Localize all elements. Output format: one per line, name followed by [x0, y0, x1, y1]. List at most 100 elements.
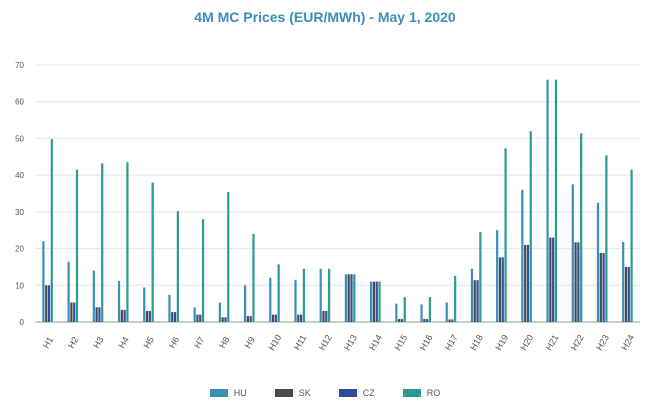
bar-sk-h23 — [599, 252, 602, 322]
x-tick-label: H11 — [292, 333, 309, 352]
legend-item-hu[interactable]: HU — [209, 388, 247, 398]
legend-label: SK — [298, 388, 311, 398]
bar-hu-h23 — [596, 202, 600, 322]
x-tick-label: H9 — [242, 335, 256, 350]
bar-sk-h17 — [448, 319, 451, 322]
bar-ro-h6 — [176, 211, 179, 322]
bar-sk-h18 — [473, 280, 476, 322]
legend-swatch — [209, 389, 228, 397]
bar-cz-h24 — [627, 266, 630, 322]
bar-hu-h18 — [470, 268, 474, 322]
x-tick-label: H8 — [217, 335, 231, 350]
bar-cz-h1 — [47, 285, 51, 322]
bar-cz-h14 — [375, 281, 378, 322]
bar-sk-h3 — [95, 307, 98, 322]
x-tick-label: H7 — [192, 335, 206, 350]
x-tick-label: H22 — [569, 333, 586, 352]
bar-hu-h11 — [294, 279, 297, 322]
legend-swatch — [338, 389, 357, 397]
bar-hu-h4 — [117, 280, 121, 322]
legend-item-ro[interactable]: RO — [402, 388, 440, 398]
bar-ro-h4 — [126, 162, 129, 322]
bar-cz-h13 — [350, 274, 353, 322]
bar-cz-h18 — [476, 280, 479, 322]
bar-hu-h3 — [92, 270, 95, 322]
bar-hu-h22 — [571, 184, 574, 322]
bar-sk-h12 — [322, 310, 325, 322]
bar-hu-h5 — [143, 287, 146, 322]
x-tick-label: H13 — [342, 333, 359, 352]
bar-sk-h8 — [221, 317, 224, 322]
x-tick-label: H14 — [367, 333, 384, 352]
bar-sk-h22 — [574, 242, 577, 322]
bar-ro-h19 — [504, 148, 507, 322]
bar-ro-h22 — [580, 133, 583, 322]
bar-sk-h19 — [498, 257, 502, 322]
legend-item-cz[interactable]: CZ — [338, 388, 375, 398]
x-tick-label: H1 — [41, 335, 55, 350]
bar-cz-h19 — [501, 257, 504, 322]
bar-ro-h14 — [378, 281, 381, 322]
bar-hu-h6 — [168, 294, 171, 322]
bar-cz-h21 — [552, 237, 555, 322]
bar-cz-h15 — [400, 319, 404, 322]
bar-ro-h23 — [605, 155, 608, 322]
bar-cz-h4 — [123, 309, 126, 322]
bar-cz-h12 — [325, 310, 328, 322]
bar-sk-h14 — [372, 281, 376, 322]
bar-cz-h6 — [173, 312, 177, 322]
x-tick-label: H5 — [142, 335, 156, 350]
bar-sk-h4 — [120, 309, 123, 322]
bar-sk-h16 — [423, 319, 426, 322]
bar-ro-h9 — [252, 233, 255, 322]
bar-ro-h11 — [302, 268, 305, 322]
bar-hu-h24 — [622, 241, 625, 322]
bar-ro-h24 — [630, 169, 633, 322]
x-tick-label: H24 — [619, 333, 636, 352]
bar-hu-h20 — [521, 189, 524, 322]
bar-ro-h15 — [403, 297, 406, 322]
bar-ro-h2 — [75, 169, 79, 322]
bar-hu-h19 — [496, 230, 499, 322]
x-tick-label: H21 — [544, 333, 561, 352]
bar-hu-h13 — [344, 274, 347, 322]
bar-ro-h5 — [151, 182, 154, 322]
x-tick-label: H3 — [91, 335, 105, 350]
x-tick-label: H23 — [594, 333, 611, 352]
bar-cz-h2 — [73, 302, 76, 322]
legend-item-sk[interactable]: SK — [274, 388, 311, 398]
bars — [42, 79, 633, 322]
legend-label: HU — [233, 388, 247, 398]
bar-sk-h10 — [271, 314, 275, 322]
bar-ro-h16 — [428, 297, 432, 322]
x-tick-label: H4 — [116, 335, 130, 350]
legend: HU SK CZ RO — [0, 388, 650, 398]
y-tick-label: 40 — [15, 171, 24, 180]
bar-hu-h9 — [243, 285, 247, 322]
bar-cz-h11 — [299, 314, 303, 322]
x-tick-label: H20 — [519, 333, 536, 352]
bar-hu-h21 — [546, 79, 549, 322]
bar-sk-h20 — [524, 244, 527, 322]
bar-sk-h6 — [171, 312, 174, 322]
bar-sk-h24 — [624, 266, 628, 322]
x-axis-ticks: H1 H2 H3 H4 H5 H6 H7 H8 H9 H10 H11 H12 H13 H14 H15 H16 H… — [41, 333, 636, 352]
x-tick-label: H6 — [167, 335, 181, 350]
bar-ro-h7 — [201, 219, 205, 322]
bar-hu-h10 — [269, 277, 272, 322]
x-tick-label: H16 — [418, 333, 435, 352]
legend-swatch — [274, 389, 293, 397]
bar-hu-h2 — [67, 261, 70, 322]
bar-sk-h15 — [398, 319, 401, 322]
bar-sk-h5 — [145, 310, 149, 322]
x-tick-label: H19 — [493, 333, 510, 352]
bar-cz-h23 — [602, 252, 605, 322]
bar-hu-h8 — [218, 302, 221, 322]
bar-ro-h18 — [479, 232, 482, 322]
bar-hu-h14 — [370, 281, 373, 322]
x-tick-label: H2 — [66, 335, 80, 350]
bar-ro-h12 — [328, 268, 331, 322]
x-tick-label: H10 — [266, 333, 283, 352]
y-tick-label: 60 — [15, 98, 24, 107]
